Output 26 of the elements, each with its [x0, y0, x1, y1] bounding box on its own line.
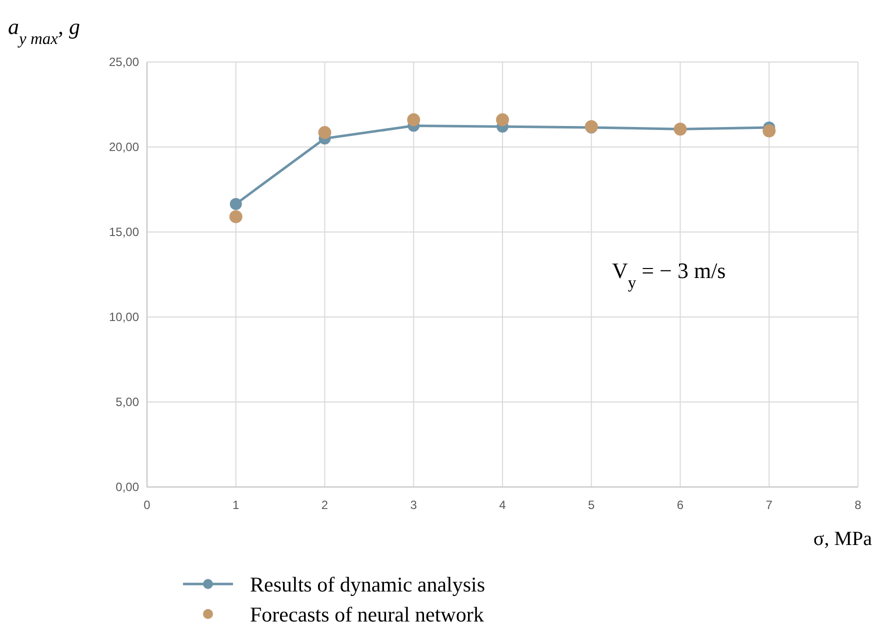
legend-label: Forecasts of neural network	[250, 602, 484, 626]
x-tick-label: 4	[499, 498, 506, 512]
x-tick-label: 7	[766, 498, 773, 512]
x-tick-label: 8	[854, 498, 862, 512]
x-tick-label: 2	[321, 498, 328, 512]
annotation: V$_{y}$ = − 3 m/s	[612, 258, 726, 292]
x-tick-label: 1	[232, 498, 240, 512]
y-axis-title: a$_{y max}$, g	[8, 14, 80, 48]
x-tick-label: 5	[588, 498, 596, 512]
point	[496, 113, 509, 126]
point	[230, 198, 242, 210]
point	[318, 126, 332, 140]
point	[229, 210, 242, 224]
y-tick-label: 5,00	[116, 395, 140, 410]
y-tick-label: 0,00	[116, 480, 140, 494]
point	[762, 124, 776, 138]
x-axis-title: σ, MPa	[813, 528, 872, 550]
y-tick-label: 25,00	[108, 55, 140, 70]
x-tick-label: 0	[144, 498, 151, 512]
point	[407, 113, 420, 126]
y-tick-label: 10,00	[108, 310, 140, 324]
legend-label: Results of dynamic analysis	[250, 572, 486, 596]
y-tick-label: 20,00	[108, 140, 140, 154]
y-tick-label: 15,00	[108, 225, 140, 240]
x-tick-label: 3	[410, 498, 418, 512]
x-tick-label: 6	[676, 498, 684, 512]
